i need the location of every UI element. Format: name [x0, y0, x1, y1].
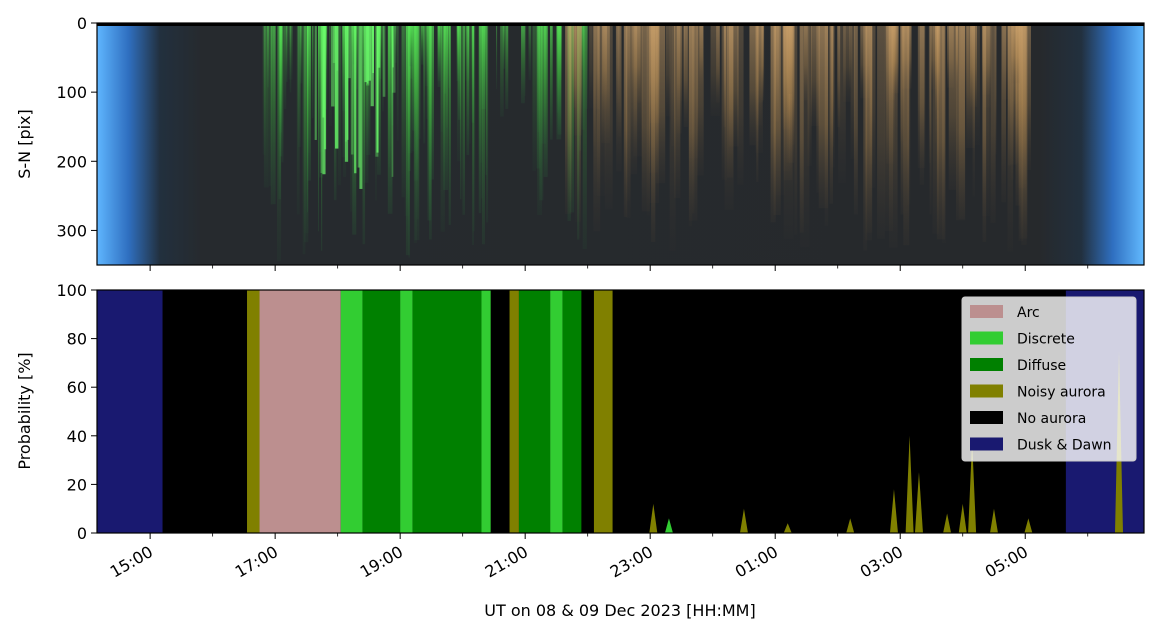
probability-y-tick-label: 0	[77, 524, 87, 543]
legend-swatch	[970, 305, 1003, 318]
legend-swatch	[970, 411, 1003, 424]
probability-y-axis: 0 20 40 60 80 100	[56, 281, 97, 543]
probability-y-tick-label: 100	[56, 281, 87, 300]
x-tick-label: 05:00	[982, 542, 1031, 582]
probability-y-tick-label: 20	[67, 475, 87, 494]
probability-x-axis: 15:00 17:00 19:00 21:00 23:00 01:00 03:00 05:00	[107, 533, 1089, 582]
probability-spike	[968, 440, 977, 533]
keogram-y-tick-label: 100	[56, 83, 87, 102]
probability-segment	[362, 290, 401, 533]
probability-segment	[509, 290, 519, 533]
legend-label: Dusk & Dawn	[1017, 438, 1112, 454]
probability-segment	[340, 290, 363, 533]
probability-segment	[518, 290, 551, 533]
probability-segment	[593, 290, 613, 533]
x-tick-label: 15:00	[107, 542, 156, 582]
probability-segment	[400, 290, 413, 533]
probability-spike	[889, 489, 898, 533]
legend-swatch	[970, 384, 1003, 398]
probability-spike	[989, 508, 998, 533]
probability-y-tick-label: 40	[67, 427, 87, 446]
x-tick-label: 03:00	[857, 542, 906, 582]
legend-label: Diffuse	[1017, 358, 1066, 374]
keogram-panel: 0 100 200 300 S-N [pix]	[15, 14, 1145, 271]
x-tick-label: 19:00	[357, 542, 406, 582]
probability-segment	[481, 290, 491, 533]
probability-y-tick-label: 60	[67, 378, 87, 397]
legend-label: Noisy aurora	[1017, 385, 1106, 401]
legend-box	[961, 296, 1137, 462]
x-tick-label: 17:00	[232, 542, 281, 582]
probability-spike	[649, 503, 658, 533]
probability-segment	[562, 290, 582, 533]
probability-segment	[247, 290, 260, 533]
legend-swatch	[970, 437, 1003, 451]
probability-y-label: Probability [%]	[15, 352, 34, 469]
x-tick-label: 23:00	[607, 542, 656, 582]
probability-segment	[550, 290, 563, 533]
keogram-x-ticks	[149, 265, 1089, 271]
keogram-y-tick-label: 300	[56, 221, 87, 240]
keogram-y-tick-label: 0	[77, 14, 87, 33]
legend: Arc Discrete Diffuse Noisy aurora No aurora D…	[961, 296, 1137, 462]
probability-spike	[739, 508, 748, 533]
probability-frame	[96, 289, 1145, 534]
legend-label: Discrete	[1017, 332, 1075, 348]
probability-x-label: UT on 08 & 09 Dec 2023 [HH:MM]	[484, 601, 755, 620]
probability-segment	[490, 290, 510, 533]
probability-segment	[412, 290, 482, 533]
probability-spike	[943, 513, 952, 533]
keogram-y-label: S-N [pix]	[15, 109, 34, 179]
probability-segment	[581, 290, 594, 533]
probability-spike	[914, 472, 923, 533]
x-tick-label: 21:00	[482, 542, 531, 582]
probability-spike	[664, 518, 673, 533]
probability-y-tick-label: 80	[67, 330, 87, 349]
probability-spike	[958, 503, 967, 533]
legend-label: Arc	[1017, 305, 1040, 321]
legend-swatch	[970, 358, 1003, 371]
keogram-y-axis: 0 100 200 300	[56, 14, 97, 240]
probability-segment	[97, 290, 163, 533]
keogram-y-tick-label: 200	[56, 152, 87, 171]
legend-swatch	[970, 331, 1003, 345]
probability-spike	[905, 435, 914, 533]
legend-label: No aurora	[1017, 411, 1086, 427]
keogram-image	[97, 23, 1144, 265]
probability-segment	[162, 290, 248, 533]
probability-segment	[259, 290, 341, 533]
probability-spike	[783, 523, 792, 533]
probability-spike	[846, 518, 855, 533]
probability-spike	[1024, 518, 1033, 533]
keogram-frame	[96, 22, 1145, 266]
x-tick-label: 01:00	[732, 542, 781, 582]
probability-panel: 0 20 40 60 80 100 15:00 17:00 19:00 21:00 23:00 01…	[15, 281, 1145, 620]
